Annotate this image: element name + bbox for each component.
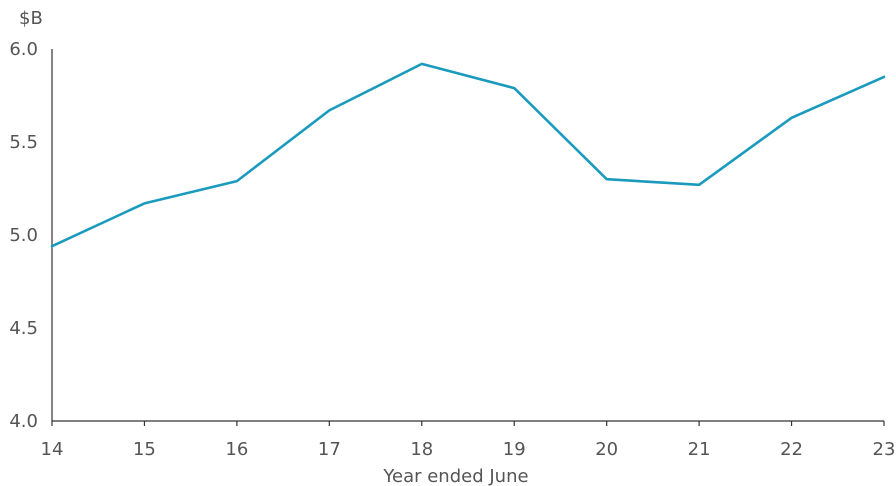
x-tick-label: 16 xyxy=(225,439,248,460)
x-tick-label: 22 xyxy=(780,439,803,460)
y-tick-label: 5.5 xyxy=(9,132,38,153)
x-tick-label: 19 xyxy=(503,439,526,460)
y-tick-group: 4.0 4.5 5.0 5.5 6.0 xyxy=(9,39,38,432)
x-tick-label: 20 xyxy=(595,439,618,460)
x-tick-label: 14 xyxy=(41,439,64,460)
x-tick-label: 15 xyxy=(133,439,156,460)
x-tick-label: 21 xyxy=(688,439,711,460)
y-tick-label: 5.0 xyxy=(9,225,38,246)
y-axis-title: $B xyxy=(19,8,43,29)
x-axis-title: Year ended June xyxy=(382,466,528,486)
x-tick-label: 23 xyxy=(873,439,896,460)
y-tick-label: 4.0 xyxy=(9,411,38,432)
y-tick-label: 6.0 xyxy=(9,39,38,60)
x-tick-group: 14 15 16 17 18 19 20 21 22 23 xyxy=(41,421,896,460)
x-tick-label: 17 xyxy=(318,439,341,460)
y-tick-label: 4.5 xyxy=(9,318,38,339)
x-tick-label: 18 xyxy=(410,439,433,460)
series-line xyxy=(50,62,886,248)
series-group xyxy=(50,62,886,248)
